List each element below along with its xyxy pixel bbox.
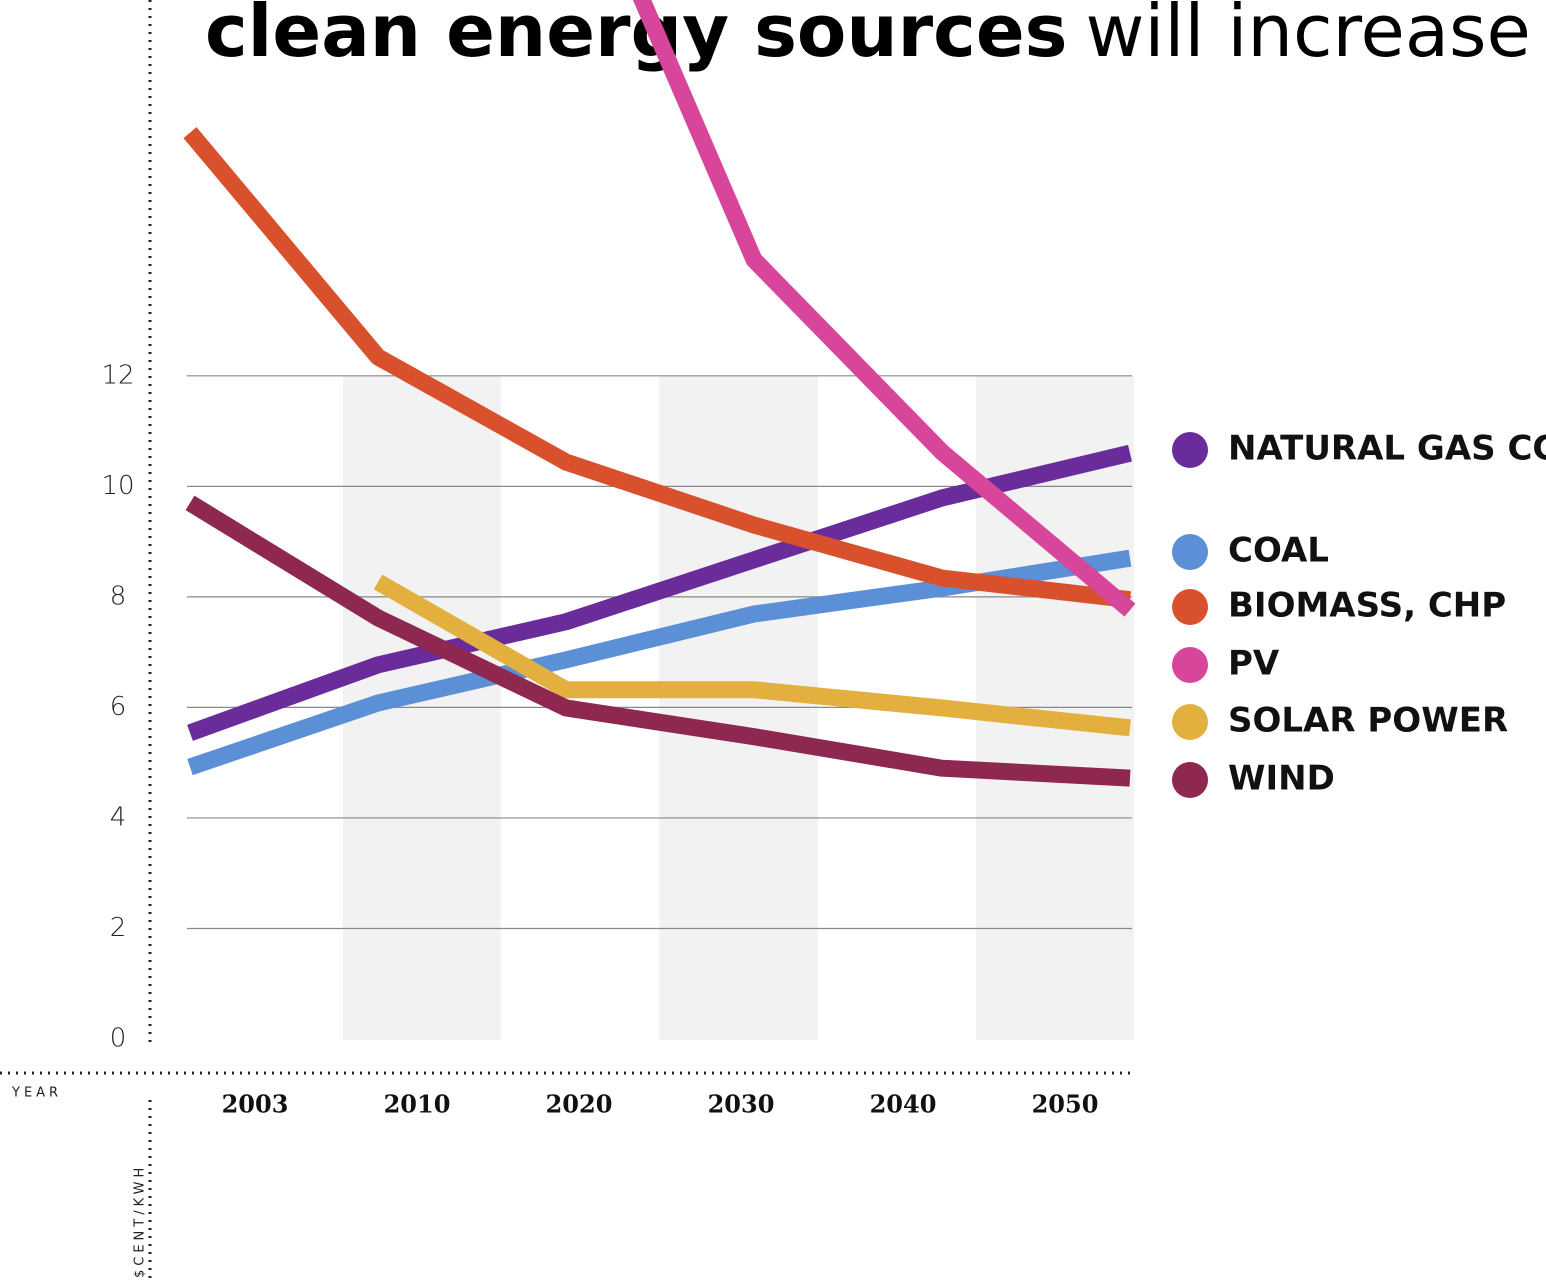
- y-tick-label: 4: [110, 802, 127, 832]
- series-line: [632, 0, 1136, 617]
- y-tick-label: 0: [110, 1024, 127, 1054]
- legend-label: COAL: [1228, 531, 1329, 571]
- legend-label: NATURAL GAS CC: [1228, 429, 1546, 469]
- legend-swatch: [1172, 704, 1208, 740]
- legend-swatch: [1172, 534, 1208, 570]
- chart-title: clean energy sources will increase: [205, 0, 1531, 73]
- legend-swatch: [1172, 647, 1208, 683]
- x-tick-label: 2020: [546, 1090, 613, 1119]
- series-line: [373, 574, 1131, 737]
- legend-label: WIND: [1228, 759, 1335, 799]
- y-axis-label: $CENT/KWH: [133, 1164, 148, 1278]
- legend-swatch: [1172, 432, 1208, 468]
- x-axis-label: YEAR: [11, 1086, 62, 1101]
- x-tick-label: 2010: [384, 1090, 451, 1119]
- x-tick-label: 2003: [222, 1090, 289, 1119]
- x-tick-label: 2050: [1032, 1090, 1099, 1119]
- legend-label: BIOMASS, CHP: [1228, 586, 1506, 626]
- y-tick-label: 2: [110, 913, 127, 943]
- legend-swatch: [1172, 762, 1208, 798]
- x-tick-label: 2040: [870, 1090, 937, 1119]
- series-line: [187, 444, 1132, 741]
- legend-swatch: [1172, 589, 1208, 625]
- legend-label: SOLAR POWER: [1228, 701, 1508, 741]
- x-tick-label: 2030: [708, 1090, 775, 1119]
- series-line: [183, 127, 1131, 609]
- y-tick-label: 10: [101, 471, 134, 501]
- title-regular: will increase: [1086, 0, 1531, 73]
- series-line: [185, 495, 1131, 787]
- legend-label: PV: [1228, 644, 1280, 684]
- y-tick-label: 8: [110, 581, 127, 611]
- title-bold: clean energy sources: [205, 0, 1068, 73]
- y-tick-label: 12: [101, 360, 134, 390]
- y-tick-label: 6: [110, 692, 127, 722]
